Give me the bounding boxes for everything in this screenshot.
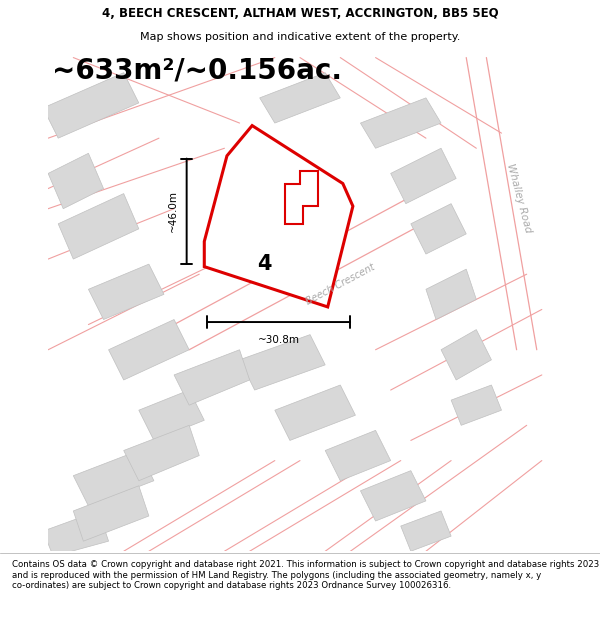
Polygon shape	[58, 194, 139, 259]
Polygon shape	[361, 471, 426, 521]
Polygon shape	[391, 148, 456, 204]
Polygon shape	[441, 329, 491, 380]
Polygon shape	[73, 451, 154, 506]
Text: 4: 4	[257, 254, 272, 274]
Polygon shape	[411, 204, 466, 254]
Text: Contains OS data © Crown copyright and database right 2021. This information is : Contains OS data © Crown copyright and d…	[12, 560, 599, 590]
Polygon shape	[275, 385, 355, 441]
Text: ~30.8m: ~30.8m	[257, 334, 299, 344]
Polygon shape	[325, 431, 391, 481]
Polygon shape	[451, 385, 502, 425]
Polygon shape	[109, 319, 189, 380]
Polygon shape	[88, 264, 164, 319]
Polygon shape	[48, 153, 104, 209]
Polygon shape	[174, 350, 250, 405]
Text: Beech Crescent: Beech Crescent	[304, 262, 376, 307]
Polygon shape	[260, 72, 340, 123]
Polygon shape	[239, 334, 325, 390]
Polygon shape	[139, 390, 204, 441]
Polygon shape	[124, 425, 199, 481]
Polygon shape	[426, 269, 476, 319]
Text: Whalley Road: Whalley Road	[505, 163, 533, 234]
Polygon shape	[204, 126, 353, 307]
Text: ~633m²/~0.156ac.: ~633m²/~0.156ac.	[52, 56, 342, 84]
Polygon shape	[401, 511, 451, 551]
Polygon shape	[43, 511, 109, 556]
Text: 4, BEECH CRESCENT, ALTHAM WEST, ACCRINGTON, BB5 5EQ: 4, BEECH CRESCENT, ALTHAM WEST, ACCRINGT…	[101, 7, 499, 20]
Polygon shape	[43, 72, 139, 138]
Polygon shape	[73, 486, 149, 541]
Text: Map shows position and indicative extent of the property.: Map shows position and indicative extent…	[140, 32, 460, 42]
Polygon shape	[361, 98, 441, 148]
Text: ~46.0m: ~46.0m	[167, 190, 178, 232]
